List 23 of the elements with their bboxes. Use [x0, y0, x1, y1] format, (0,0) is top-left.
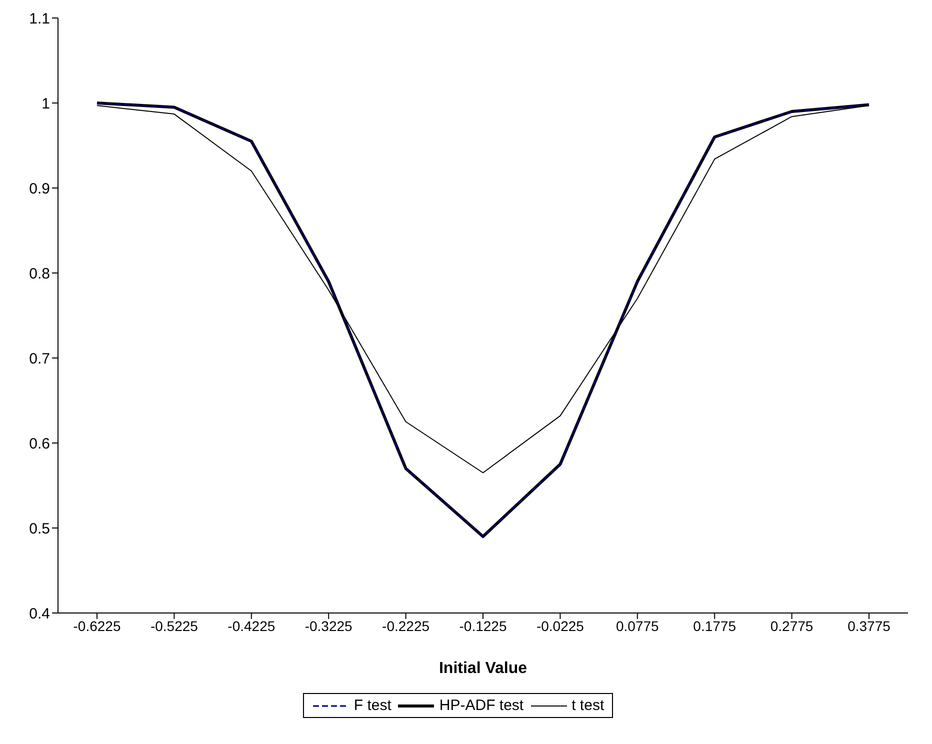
x-tick-label: -0.2225 — [382, 618, 430, 634]
x-tick-label: 0.1775 — [693, 618, 736, 634]
x-tick-label: -0.0225 — [536, 618, 584, 634]
x-tick-label: -0.6225 — [73, 618, 121, 634]
x-tick-label: 0.2775 — [770, 618, 814, 634]
x-tick-label: -0.4225 — [228, 618, 276, 634]
legend-label: t test — [570, 697, 604, 714]
x-tick-label: 0.3775 — [848, 618, 891, 634]
y-tick-label: 1.1 — [29, 10, 50, 28]
x-tick-label: -0.3225 — [304, 618, 353, 634]
x-tick-label: 0.0775 — [616, 618, 660, 634]
legend-label: HP-ADF test — [438, 697, 524, 714]
y-tick-label: 0.4 — [29, 605, 50, 622]
y-tick-label: 1 — [42, 95, 50, 112]
y-tick-label: 0.8 — [29, 265, 50, 282]
y-tick-label: 0.9 — [29, 180, 50, 198]
x-tick-label: -0.1225 — [459, 618, 507, 634]
y-tick-label: 0.5 — [29, 520, 50, 538]
x-tick-label: -0.5225 — [150, 618, 198, 634]
y-tick-label: 0.6 — [29, 435, 50, 452]
x-axis-title: Initial Value — [438, 660, 528, 677]
legend-label: F test — [352, 697, 392, 714]
y-tick-label: 0.7 — [29, 350, 50, 368]
